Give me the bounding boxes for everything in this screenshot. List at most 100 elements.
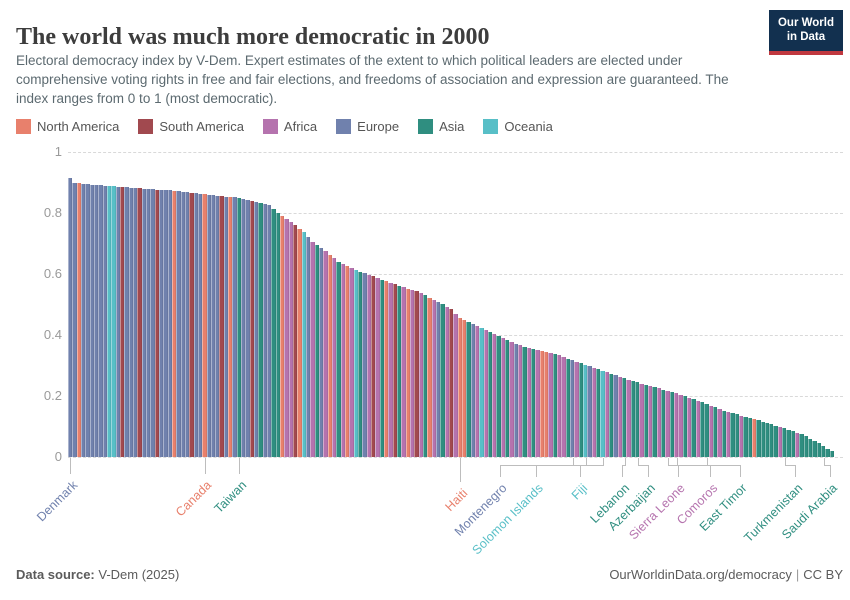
country-bar-eu[interactable] (167, 190, 172, 457)
country-bar-eu[interactable] (362, 273, 367, 457)
country-bar-af[interactable] (500, 338, 506, 457)
country-bar-na[interactable] (280, 216, 285, 457)
country-bar-af[interactable] (509, 341, 514, 457)
country-bar-af[interactable] (388, 282, 393, 457)
legend-item-north-america[interactable]: North America (16, 119, 119, 134)
country-bar-as[interactable] (596, 369, 601, 457)
country-bar-eu[interactable] (223, 196, 229, 457)
country-bar-sa[interactable] (137, 188, 142, 457)
country-bar-af[interactable] (725, 411, 731, 457)
country-bar-af[interactable] (431, 299, 436, 457)
country-bar-eu[interactable] (254, 202, 259, 457)
country-bar-af[interactable] (535, 349, 540, 457)
country-bar-oc[interactable] (106, 185, 112, 457)
country-bar-na[interactable] (228, 196, 233, 457)
legend-item-oceania[interactable]: Oceania (483, 119, 553, 134)
country-bar-na[interactable] (327, 254, 333, 457)
country-bar-af[interactable] (738, 415, 744, 457)
country-bar-af[interactable] (678, 394, 683, 457)
country-bar-as[interactable] (786, 429, 791, 457)
country-bar-af[interactable] (795, 432, 800, 457)
country-bar-as[interactable] (803, 436, 809, 457)
country-bar-eu[interactable] (193, 192, 198, 457)
country-bar-sa[interactable] (392, 284, 397, 457)
country-bar-as[interactable] (396, 285, 402, 457)
country-bar-as[interactable] (825, 448, 830, 457)
country-bar-eu[interactable] (245, 200, 250, 457)
country-bar-as[interactable] (505, 339, 510, 457)
country-bar-af[interactable] (409, 290, 415, 457)
country-bar-as[interactable] (275, 212, 281, 457)
country-bar-eu[interactable] (72, 182, 77, 457)
legend-item-africa[interactable]: Africa (262, 119, 317, 134)
country-bar-eu[interactable] (132, 188, 138, 457)
country-bar-as[interactable] (440, 304, 445, 457)
country-bar-as[interactable] (821, 446, 826, 457)
country-bar-af[interactable] (591, 367, 597, 457)
country-bar-eu[interactable] (197, 193, 203, 457)
country-bar-as[interactable] (466, 321, 471, 457)
country-bar-as[interactable] (747, 418, 752, 457)
country-bar-as[interactable] (682, 396, 687, 457)
country-bar-as[interactable] (756, 420, 761, 457)
country-bar-eu[interactable] (163, 190, 168, 457)
legend-item-asia[interactable]: Asia (418, 119, 464, 134)
country-bar-as[interactable] (336, 261, 341, 457)
country-bar-as[interactable] (552, 354, 558, 457)
country-bar-as[interactable] (565, 358, 571, 457)
country-bar-eu[interactable] (102, 185, 107, 457)
country-bar-sa[interactable] (219, 196, 224, 457)
country-bar-oc[interactable] (600, 370, 605, 457)
country-bar-na[interactable] (345, 266, 350, 457)
country-bar-as[interactable] (743, 416, 748, 457)
country-bar-eu[interactable] (93, 184, 99, 457)
country-bar-af[interactable] (574, 361, 579, 457)
country-bar-as[interactable] (643, 384, 648, 457)
country-bar-af[interactable] (561, 357, 566, 457)
country-bar-as[interactable] (669, 392, 674, 457)
country-bar-na[interactable] (544, 351, 549, 457)
country-bar-eu[interactable] (206, 195, 211, 457)
country-bar-oc[interactable] (583, 364, 588, 457)
country-bar-af[interactable] (492, 334, 497, 457)
country-bar-af[interactable] (639, 383, 644, 457)
owid-logo[interactable]: Our World in Data (768, 10, 843, 55)
country-bar-as[interactable] (236, 197, 242, 457)
country-bar-af[interactable] (557, 355, 562, 457)
country-bar-af[interactable] (375, 278, 380, 457)
country-bar-af[interactable] (518, 345, 523, 457)
country-bar-eu[interactable] (513, 343, 519, 457)
country-bar-sa[interactable] (249, 201, 255, 457)
country-bar-sa[interactable] (448, 309, 454, 457)
country-bar-as[interactable] (816, 443, 822, 457)
country-bar-sa[interactable] (414, 291, 419, 457)
country-bar-eu[interactable] (115, 186, 120, 457)
country-bar-eu[interactable] (98, 185, 103, 457)
country-bar-af[interactable] (673, 393, 679, 457)
country-bar-af[interactable] (647, 385, 653, 457)
country-bar-af[interactable] (401, 287, 406, 457)
country-bar-na[interactable] (427, 297, 432, 457)
country-bar-as[interactable] (812, 441, 817, 457)
country-bar-eu[interactable] (232, 197, 237, 457)
country-bar-as[interactable] (769, 424, 774, 457)
country-bar-af[interactable] (453, 313, 458, 457)
country-bar-as[interactable] (522, 346, 527, 457)
country-bar-na[interactable] (457, 318, 462, 457)
country-bar-eu[interactable] (141, 188, 146, 457)
country-bar-af[interactable] (777, 426, 783, 457)
country-bar-as[interactable] (721, 410, 726, 457)
country-bar-as[interactable] (578, 363, 584, 457)
country-bar-as[interactable] (730, 413, 735, 457)
country-bar-na[interactable] (405, 288, 410, 457)
country-bar-eu[interactable] (124, 187, 129, 457)
country-bar-af[interactable] (695, 400, 700, 457)
country-bar-as[interactable] (422, 295, 428, 457)
country-bar-na[interactable] (76, 183, 81, 457)
country-bar-eu[interactable] (80, 183, 86, 457)
country-bar-eu[interactable] (613, 375, 618, 457)
country-bar-af[interactable] (548, 353, 553, 457)
country-bar-na[interactable] (461, 319, 467, 457)
country-bar-oc[interactable] (479, 327, 484, 457)
country-bar-eu[interactable] (435, 301, 441, 457)
